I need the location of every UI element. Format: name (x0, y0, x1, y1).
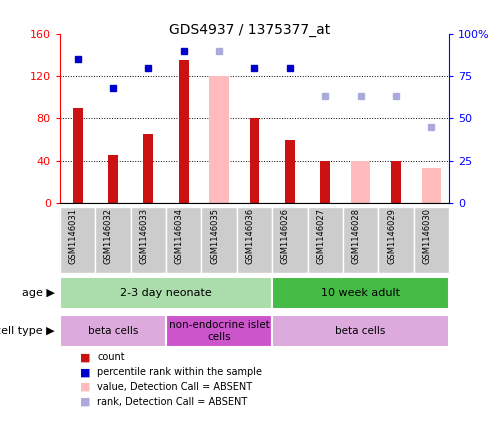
Bar (272, 315, 449, 347)
Bar (202, 206, 237, 273)
Bar (237, 206, 272, 273)
Text: GSM1146034: GSM1146034 (175, 208, 184, 264)
Text: GSM1146033: GSM1146033 (139, 208, 148, 264)
Bar (131, 206, 166, 273)
Text: percentile rank within the sample: percentile rank within the sample (97, 367, 262, 377)
Bar (60, 206, 95, 273)
Bar (272, 206, 307, 273)
Text: count: count (97, 352, 125, 363)
Bar (60, 315, 166, 347)
Text: ■: ■ (80, 397, 90, 407)
Bar (307, 206, 343, 273)
Text: value, Detection Call = ABSENT: value, Detection Call = ABSENT (97, 382, 252, 392)
Bar (108, 155, 118, 203)
Bar (60, 277, 272, 309)
Bar (343, 206, 378, 273)
Bar (272, 277, 449, 309)
Bar (285, 140, 295, 203)
Text: GSM1146029: GSM1146029 (387, 208, 396, 264)
Text: beta cells: beta cells (88, 326, 138, 336)
Bar (391, 161, 401, 203)
Text: cell type ▶: cell type ▶ (0, 326, 55, 336)
Text: GDS4937 / 1375377_at: GDS4937 / 1375377_at (169, 23, 330, 37)
Bar (166, 315, 272, 347)
Text: non-endocrine islet
cells: non-endocrine islet cells (169, 320, 269, 342)
Text: age ▶: age ▶ (22, 288, 55, 298)
Bar (378, 206, 414, 273)
Text: GSM1146036: GSM1146036 (246, 208, 254, 264)
Text: GSM1146026: GSM1146026 (281, 208, 290, 264)
Text: GSM1146035: GSM1146035 (210, 208, 219, 264)
Text: GSM1146030: GSM1146030 (423, 208, 432, 264)
Bar (320, 161, 330, 203)
Bar (210, 76, 229, 203)
Bar (73, 108, 82, 203)
Text: 2-3 day neonate: 2-3 day neonate (120, 288, 212, 298)
Text: GSM1146031: GSM1146031 (68, 208, 77, 264)
Bar (351, 161, 370, 203)
Text: ■: ■ (80, 352, 90, 363)
Bar (143, 135, 153, 203)
Bar (250, 118, 259, 203)
Bar (422, 168, 441, 203)
Text: 10 week adult: 10 week adult (321, 288, 400, 298)
Bar (166, 206, 202, 273)
Text: GSM1146027: GSM1146027 (316, 208, 325, 264)
Bar (414, 206, 449, 273)
Text: GSM1146032: GSM1146032 (104, 208, 113, 264)
Text: GSM1146028: GSM1146028 (352, 208, 361, 264)
Bar (179, 60, 189, 203)
Text: beta cells: beta cells (335, 326, 386, 336)
Text: ■: ■ (80, 367, 90, 377)
Text: ■: ■ (80, 382, 90, 392)
Text: rank, Detection Call = ABSENT: rank, Detection Call = ABSENT (97, 397, 248, 407)
Bar (95, 206, 131, 273)
